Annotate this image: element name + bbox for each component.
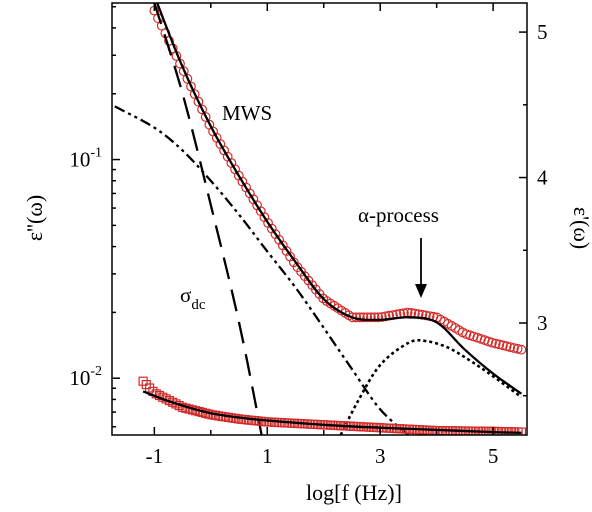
x-tick-label: 3: [375, 444, 386, 468]
y-right-tick-label: 4: [537, 166, 548, 190]
plot-frame: [111, 2, 528, 436]
annotation-sigma-dc: σdc: [180, 283, 206, 313]
x-tick-label: -1: [146, 444, 164, 468]
data-point-circle: [189, 89, 200, 99]
tick-exponent: -1: [90, 146, 102, 161]
data-point-circle: [421, 310, 431, 321]
y-right-tick-label: 5: [537, 20, 548, 44]
data-point-circle: [200, 112, 211, 122]
data-point-circle: [362, 312, 373, 323]
data-point-square: [145, 383, 155, 393]
series-line-dashed-2: [153, 3, 263, 435]
annotation-sigma-symbol: σ: [180, 283, 191, 307]
data-point-circle: [347, 312, 358, 323]
series-layer: [114, 3, 527, 435]
y-axis-label-right: ε'(ω): [569, 207, 592, 249]
data-point-circle: [487, 337, 497, 348]
data-point-circle: [358, 312, 369, 323]
y-right-tick-label: 3: [537, 311, 548, 335]
series-line-solid-1: [156, 3, 523, 395]
data-point-circle: [498, 340, 508, 351]
data-point-circle: [501, 341, 512, 352]
y-left-tick-label: 10-1: [69, 146, 102, 172]
data-point-circle: [373, 312, 384, 323]
x-tick-label: 5: [488, 444, 499, 468]
annotation-alpha-process: α-process: [358, 203, 439, 227]
data-point-square: [141, 380, 151, 390]
tick-base: 10: [69, 148, 90, 172]
data-point-circle: [182, 73, 193, 84]
data-point-circle: [494, 339, 505, 350]
series-line-solid-6: [142, 390, 522, 434]
data-point-circle: [377, 312, 387, 322]
x-axis-label: log[f (Hz)]: [306, 480, 402, 505]
y-axis-label-left: ε''(ω): [22, 195, 47, 241]
data-point-circle: [193, 96, 204, 107]
annotation-sigma-subscript: dc: [191, 297, 206, 313]
series-0-markers: [149, 5, 527, 355]
data-point-square: [138, 376, 148, 386]
data-point-circle: [516, 344, 527, 355]
x-tick-label: 1: [262, 444, 273, 468]
data-point-circle: [186, 81, 196, 92]
data-point-circle: [505, 342, 516, 353]
annotation-mws: MWS: [222, 101, 272, 125]
y-left-tick-label: 10-2: [69, 364, 102, 390]
data-point-circle: [509, 343, 519, 353]
tick-exponent: -2: [90, 364, 102, 379]
data-point-circle: [366, 312, 376, 323]
series-line-dash-dot-3: [114, 105, 410, 435]
alpha-arrow-head: [415, 284, 427, 298]
data-point-circle: [369, 312, 380, 323]
series-line-dotted-4: [339, 338, 523, 435]
series-5-markers: [138, 376, 527, 435]
tick-base: 10: [69, 366, 90, 390]
data-point-circle: [490, 338, 501, 349]
data-point-circle: [512, 343, 523, 354]
